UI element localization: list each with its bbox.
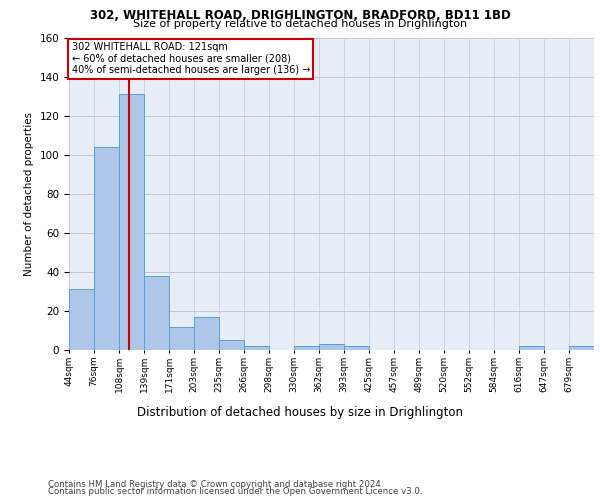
Bar [69,290,94,350]
Text: Contains HM Land Registry data © Crown copyright and database right 2024.: Contains HM Land Registry data © Crown c… [48,480,383,489]
Bar [519,346,544,350]
Text: Contains public sector information licensed under the Open Government Licence v3: Contains public sector information licen… [48,487,422,496]
Y-axis label: Number of detached properties: Number of detached properties [24,112,34,276]
Bar [194,317,219,350]
Bar [219,340,244,350]
Bar [244,346,269,350]
Text: 302, WHITEHALL ROAD, DRIGHLINGTON, BRADFORD, BD11 1BD: 302, WHITEHALL ROAD, DRIGHLINGTON, BRADF… [89,9,511,22]
Text: Size of property relative to detached houses in Drighlington: Size of property relative to detached ho… [133,19,467,29]
Bar [119,94,144,350]
Bar [294,346,319,350]
Text: Distribution of detached houses by size in Drighlington: Distribution of detached houses by size … [137,406,463,419]
Text: 302 WHITEHALL ROAD: 121sqm
← 60% of detached houses are smaller (208)
40% of sem: 302 WHITEHALL ROAD: 121sqm ← 60% of deta… [71,42,310,76]
Bar [169,326,194,350]
Bar [319,344,344,350]
Bar [569,346,594,350]
Bar [344,346,369,350]
Bar [144,276,169,350]
Bar [94,147,119,350]
